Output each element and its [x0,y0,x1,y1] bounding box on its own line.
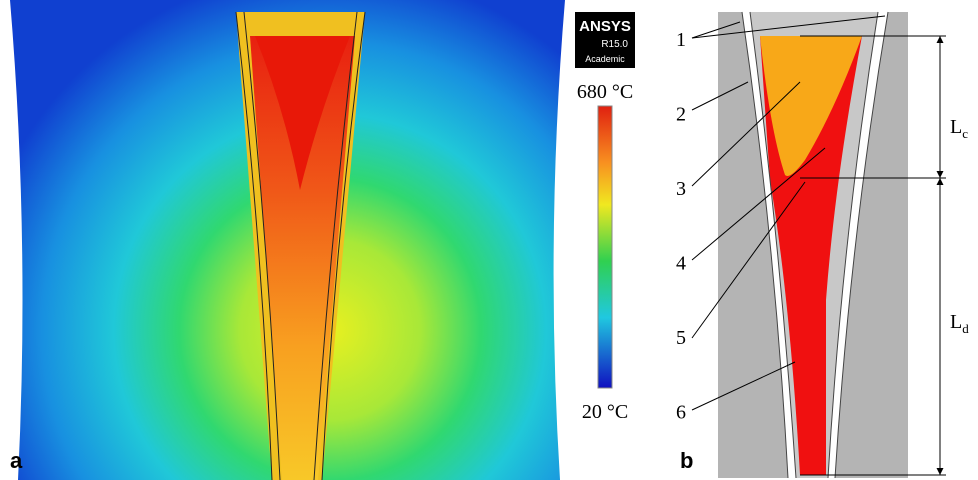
color-scale [597,105,613,389]
dim-symbol: L [950,116,962,138]
callout-number: 6 [676,402,686,424]
dim-symbol: L [950,311,962,333]
panel-b: 1 2 3 4 5 6 Lc Ld b [676,11,969,479]
panel-a: ANSYS R15.0 Academic 680 °C 20 °C a [0,0,635,480]
panel-label: b [680,448,693,473]
hot-core [255,36,350,190]
legend-min: 20 °C [582,401,628,423]
logo-name: ANSYS [579,18,631,35]
dimension-ld: Ld [950,311,969,336]
liquid-zone [760,36,862,176]
legend-max: 680 °C [577,81,633,103]
callout-number: 3 [676,178,686,200]
callout-number: 1 [676,29,686,51]
panel-label: a [10,448,23,473]
leader-lines [691,15,946,476]
molten-metal [250,36,355,480]
dim-subscript: c [962,126,968,141]
dim-subscript: d [962,321,969,336]
callout-number: 2 [676,104,686,126]
callout-number: 4 [676,253,686,275]
logo-version: R15.0 [601,39,628,50]
callout-number: 5 [676,327,686,349]
logo-box [575,12,635,68]
dimension-lc: Lc [950,116,968,141]
callouts: 1 2 3 4 5 6 [676,29,686,424]
wall-lines [235,11,366,480]
logo-edition: Academic [585,54,625,64]
wall-lines [741,11,889,479]
